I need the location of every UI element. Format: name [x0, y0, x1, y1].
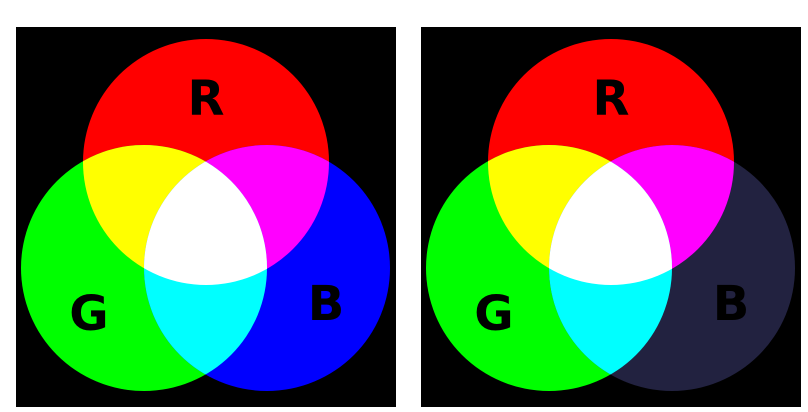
label-r: R	[593, 71, 630, 127]
label-g: G	[474, 286, 513, 342]
label-g: G	[69, 286, 108, 342]
panel-additive-full: R G B	[16, 27, 396, 407]
venn-svg-left: R G B	[16, 27, 396, 407]
panel-additive-dim-blue: R G B	[421, 27, 801, 407]
center-overlap	[144, 145, 267, 285]
center-overlap	[549, 145, 672, 285]
label-b: B	[713, 276, 750, 332]
label-r: R	[188, 71, 225, 127]
label-b: B	[308, 276, 345, 332]
venn-svg-right: R G B	[421, 27, 801, 407]
